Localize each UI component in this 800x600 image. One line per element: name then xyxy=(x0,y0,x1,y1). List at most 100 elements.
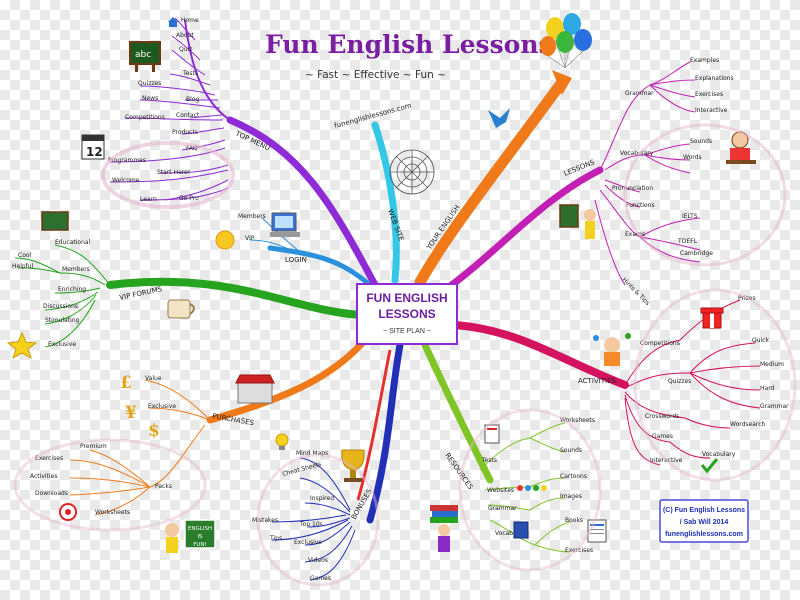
svg-text:abc: abc xyxy=(135,50,151,60)
menu-item-products[interactable]: Products xyxy=(172,129,198,136)
resource-item-tests[interactable]: Tests xyxy=(481,457,497,464)
login-item-vip[interactable]: VIP xyxy=(245,235,255,242)
menu-item-programmes[interactable]: Programmes xyxy=(108,157,146,164)
purchase-item-value[interactable]: Value xyxy=(145,375,162,382)
resource-item-vocabulary[interactable]: Vocabulary xyxy=(495,530,529,537)
lesson-item-exercises[interactable]: Exercises xyxy=(695,91,723,98)
forum-item-cool[interactable]: Cool xyxy=(18,252,32,259)
activity-item-competitions[interactable]: Competitions xyxy=(640,340,680,347)
top-menu-cloud xyxy=(101,141,235,209)
activity-item-wordsearch[interactable]: Wordsearch xyxy=(730,421,766,428)
forum-item-exclusive[interactable]: Exclusive xyxy=(48,341,76,348)
student-girl-icon xyxy=(726,131,756,164)
activity-item-quick[interactable]: Quick xyxy=(752,337,769,344)
bonus-item-tips[interactable]: Tips xyxy=(269,535,282,542)
login-item-members[interactable]: Members xyxy=(238,213,266,220)
resource-item-grammar[interactable]: Grammar xyxy=(488,505,517,512)
lesson-item-exams[interactable]: Exams xyxy=(625,231,645,238)
activity-item-interactive[interactable]: Interactive xyxy=(650,457,683,464)
lesson-item-ielts[interactable]: IELTS xyxy=(682,213,698,220)
forum-item-helpful[interactable]: Helpful xyxy=(12,263,34,270)
branch-top-menu xyxy=(226,116,379,289)
menu-item-tests[interactable]: Tests xyxy=(182,70,198,77)
center-line1: FUN ENGLISH xyxy=(366,291,447,305)
activities-branch: ACTIVITIES Competitions Prizes Quizzes C… xyxy=(578,288,797,482)
resource-item-exercises[interactable]: Exercises xyxy=(565,547,593,554)
resource-item-books[interactable]: Books xyxy=(565,517,583,524)
bonus-item-games[interactable]: Games xyxy=(310,575,331,582)
purchase-item-exercises[interactable]: Exercises xyxy=(35,455,63,462)
activity-item-hard[interactable]: Hard xyxy=(760,385,775,392)
resource-item-cartoons[interactable]: Cartoons xyxy=(560,473,587,480)
copyright-line3[interactable]: funenglishlessons.com xyxy=(665,531,743,538)
menu-item-welcome[interactable]: Welcome xyxy=(112,177,140,184)
activity-item-games[interactable]: Games xyxy=(652,433,673,440)
purchase-item-downloads[interactable]: Downloads xyxy=(35,490,68,497)
lesson-item-pronunciation[interactable]: Pronunciation xyxy=(612,185,653,192)
purchase-item-packs[interactable]: Packs xyxy=(155,483,172,490)
lesson-item-cambridge[interactable]: Cambridge xyxy=(680,250,713,257)
purchase-item-premium[interactable]: Premium xyxy=(80,443,107,450)
lesson-item-explanations[interactable]: Explanations xyxy=(695,75,734,82)
website-branch: funenglishlessons.com WEB SITE xyxy=(333,102,435,242)
login-label: LOGIN xyxy=(285,256,307,264)
shop-icon xyxy=(235,374,275,404)
menu-item-go-pro[interactable]: Go Pro xyxy=(179,195,199,202)
activity-item-medium[interactable]: Medium xyxy=(760,361,784,368)
forum-item-educational[interactable]: Educational xyxy=(55,239,91,246)
menu-item-faq[interactable]: FAQ xyxy=(186,145,198,152)
menu-item-start-here[interactable]: Start Here! xyxy=(157,169,190,176)
bonus-item-mind-maps[interactable]: Mind Maps xyxy=(296,450,328,457)
forum-item-members[interactable]: Members xyxy=(62,266,90,273)
lesson-item-sounds[interactable]: Sounds xyxy=(690,138,712,145)
copyright-line1: (C) Fun English Lessons xyxy=(663,507,745,514)
lesson-item-grammar[interactable]: Grammar xyxy=(625,90,654,97)
teacher-board-icon xyxy=(41,211,69,231)
activity-item-crosswords[interactable]: Crosswords xyxy=(645,413,679,420)
menu-item-contact[interactable]: Contact xyxy=(176,112,200,119)
purchase-item-activities[interactable]: Activities xyxy=(30,473,57,480)
lesson-item-functions[interactable]: Functions xyxy=(626,202,655,209)
menu-item-learn[interactable]: Learn xyxy=(140,196,157,203)
activity-item-prizes[interactable]: Prizes xyxy=(738,295,756,302)
menu-item-quizzes[interactable]: Quizzes xyxy=(138,80,161,87)
bonuses-branch: BONUSES Mind Maps Cheat Sheets Inspired … xyxy=(252,433,380,587)
bonus-item-inspired[interactable]: Inspired xyxy=(310,495,334,502)
menu-item-news[interactable]: News xyxy=(142,95,158,102)
lesson-item-words[interactable]: Words xyxy=(683,154,702,161)
lesson-item-examples[interactable]: Examples xyxy=(690,57,719,64)
menu-item-quiz[interactable]: Quiz xyxy=(179,46,192,53)
copyright-line2: / Sab Will 2014 xyxy=(680,519,729,526)
branch-your-english xyxy=(414,79,566,288)
activity-item-quizzes[interactable]: Quizzes xyxy=(668,378,691,385)
menu-item-home[interactable]: Home xyxy=(181,17,199,24)
menu-item-about[interactable]: About xyxy=(176,32,194,39)
forum-item-stimulating[interactable]: Stimulating xyxy=(45,317,80,324)
branch-red-thin xyxy=(356,349,392,501)
teacher-sign-icon: ENGLISH IS FUN! xyxy=(165,519,216,553)
kid-with-board-icon xyxy=(559,204,596,239)
bonus-item-top-10s[interactable]: Top 10s xyxy=(299,521,323,528)
purchase-item-worksheets[interactable]: Worksheets xyxy=(95,509,130,516)
bonus-item-exclusive[interactable]: Exclusive xyxy=(294,539,322,546)
resource-item-worksheets[interactable]: Worksheets xyxy=(560,417,595,424)
gift-box-icon xyxy=(700,307,724,329)
bonus-item-mistakes[interactable]: Mistakes xyxy=(252,517,278,524)
resource-item-images[interactable]: Images xyxy=(560,493,582,500)
lesson-item-interactive[interactable]: Interactive xyxy=(695,107,728,114)
lesson-item-vocabulary[interactable]: Vocabulary xyxy=(620,150,654,157)
purchase-item-exclusive[interactable]: Exclusive xyxy=(148,403,176,410)
menu-item-competitions[interactable]: Competitions xyxy=(125,114,165,121)
activity-item-vocabulary[interactable]: Vocabulary xyxy=(702,451,736,458)
lesson-item-hints-tips[interactable]: Hints & Tips xyxy=(621,276,651,306)
bonus-item-videos[interactable]: Videos xyxy=(308,557,328,564)
lesson-item-toefl[interactable]: TOEFL xyxy=(677,238,698,245)
forum-item-enriching[interactable]: Enriching xyxy=(58,286,86,293)
checkmark-icon xyxy=(700,458,719,474)
activity-item-grammar[interactable]: Grammar xyxy=(760,403,789,410)
menu-item-blog[interactable]: Blog xyxy=(186,96,199,103)
resource-item-websites[interactable]: Websites xyxy=(487,487,514,494)
resource-item-sounds[interactable]: Sounds xyxy=(560,447,582,454)
forum-item-discussions[interactable]: Discussions xyxy=(43,303,78,310)
